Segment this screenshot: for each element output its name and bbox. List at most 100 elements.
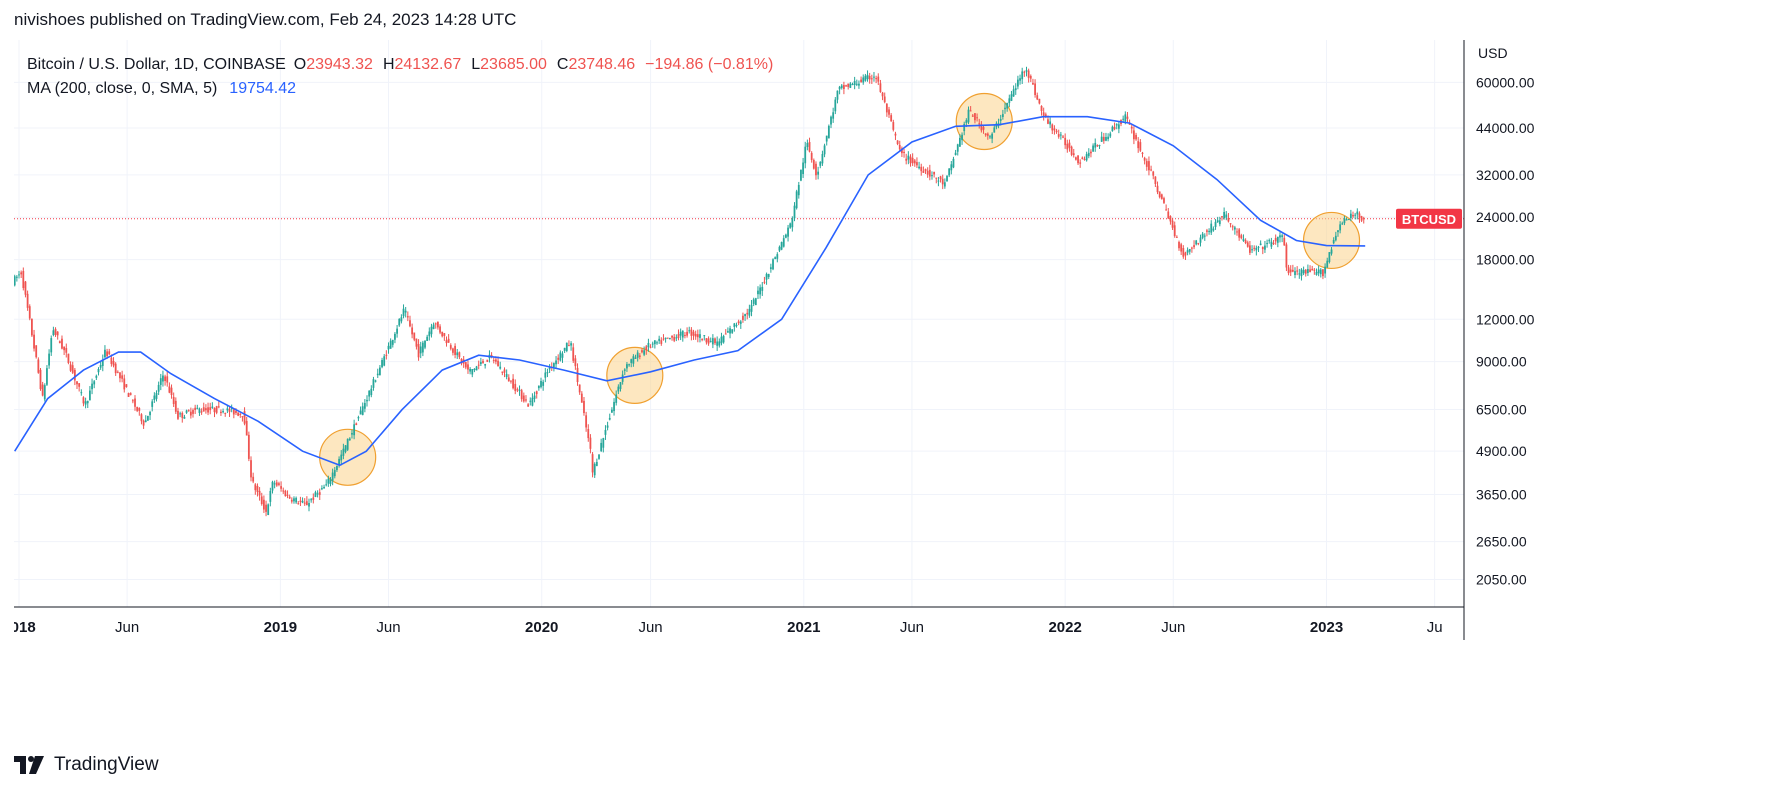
candle-body	[553, 363, 555, 367]
candle-body	[1300, 269, 1303, 277]
candle-body	[149, 411, 151, 416]
candle-body	[533, 395, 536, 399]
candle-body	[877, 76, 880, 82]
price-tick-label: 18000.00	[1476, 252, 1535, 268]
candle-body	[546, 372, 549, 374]
candle-body	[243, 411, 246, 424]
candle-body	[602, 438, 605, 448]
price-tick-label: 32000.00	[1476, 167, 1535, 183]
candle-body	[980, 124, 983, 131]
price-axis-labels: 60000.00 44000.00 32000.00 24000.00 18000.00…	[1476, 45, 1535, 587]
candle-body	[673, 336, 676, 341]
candle-body	[812, 160, 815, 169]
candle-body	[978, 123, 981, 125]
candle-body	[535, 391, 538, 395]
candle-body	[1090, 151, 1092, 154]
candle-body	[894, 133, 897, 136]
candle-body	[1279, 235, 1281, 238]
candle-body	[1085, 154, 1088, 161]
candle-body	[630, 359, 633, 363]
candle-body	[782, 238, 785, 247]
candle-body	[318, 492, 321, 495]
candle-body	[959, 137, 961, 147]
candle-body	[252, 476, 255, 482]
candle-body	[686, 331, 688, 336]
candle-body	[142, 420, 145, 426]
candle-body	[215, 406, 218, 413]
candle-body	[168, 386, 171, 393]
candle-body	[688, 330, 691, 332]
candle-body	[61, 338, 63, 349]
last-price-tag	[1396, 208, 1462, 229]
candle-body	[1019, 78, 1021, 81]
candle-body	[1128, 123, 1131, 125]
candle-body	[1150, 169, 1152, 171]
candle-body	[963, 123, 966, 132]
candle-body	[140, 414, 143, 422]
candle-body	[527, 404, 530, 407]
candle-body	[402, 308, 405, 317]
candle-body	[14, 276, 16, 286]
candle-body	[1023, 71, 1026, 73]
candle-body	[316, 493, 319, 495]
candle-body	[1296, 270, 1299, 272]
candle-body	[757, 290, 759, 295]
candle-body	[443, 333, 446, 336]
candle-body	[475, 366, 478, 371]
candle-body	[935, 177, 938, 179]
candle-body	[490, 354, 493, 356]
candle-body	[1034, 83, 1036, 95]
candle-body	[1276, 236, 1279, 243]
candle-body	[634, 357, 637, 359]
candle-body	[1246, 242, 1249, 247]
candle-body	[54, 328, 57, 335]
ma-indicator-label[interactable]: MA (200, close, 0, SMA, 5)	[27, 80, 218, 97]
candle-body	[76, 381, 78, 385]
candle-body	[911, 157, 914, 164]
candle-body	[864, 75, 867, 81]
tradingview-footer-logo[interactable]: TradingView	[14, 750, 159, 780]
candle-body	[69, 364, 72, 371]
candle-body	[853, 80, 856, 85]
candle-body	[845, 85, 847, 87]
candle-body	[870, 78, 873, 80]
candle-body	[254, 484, 257, 491]
candle-body	[185, 410, 188, 413]
candle-body	[1257, 246, 1260, 248]
candle-body	[134, 398, 136, 407]
candle-body	[608, 417, 611, 420]
candle-body	[333, 470, 336, 477]
candle-body	[312, 497, 315, 500]
candle-body	[381, 360, 383, 368]
candle-body	[669, 337, 671, 339]
candle-body	[1079, 162, 1082, 164]
candle-body	[1184, 252, 1187, 256]
btcusd-chart[interactable]: 60000.00 44000.00 32000.00 24000.00 18000.00…	[14, 40, 1789, 745]
candle-body	[1281, 235, 1284, 237]
candle-body	[222, 411, 224, 413]
candle-body	[1315, 271, 1318, 275]
candle-body	[147, 415, 149, 421]
candle-body	[1044, 114, 1047, 117]
candle-body	[525, 399, 527, 401]
candle-body	[540, 380, 542, 388]
candle-body	[256, 485, 259, 492]
candle-body	[1322, 269, 1324, 277]
candle-body	[847, 83, 850, 87]
candle-body	[903, 151, 905, 153]
candle-body	[1036, 95, 1039, 100]
candle-body	[1291, 269, 1294, 272]
chart-area[interactable]: 60000.00 44000.00 32000.00 24000.00 18000.00…	[14, 40, 1789, 745]
candle-body	[321, 488, 323, 490]
candle-body	[858, 83, 860, 86]
candle-body	[660, 340, 663, 344]
symbol-title[interactable]: Bitcoin / U.S. Dollar, 1D, COINBASE	[27, 56, 286, 73]
candle-body	[656, 342, 658, 344]
candle-body	[95, 375, 98, 378]
candle-body	[918, 166, 920, 169]
candle-body	[415, 338, 418, 347]
time-axis-labels: 2018 Jun 2019 Jun 2020 Jun 2021 Jun 2022 Jun 2023 J…	[14, 619, 1443, 636]
candle-body	[179, 413, 182, 415]
candle-body	[121, 375, 124, 379]
candle-body	[1266, 243, 1268, 245]
